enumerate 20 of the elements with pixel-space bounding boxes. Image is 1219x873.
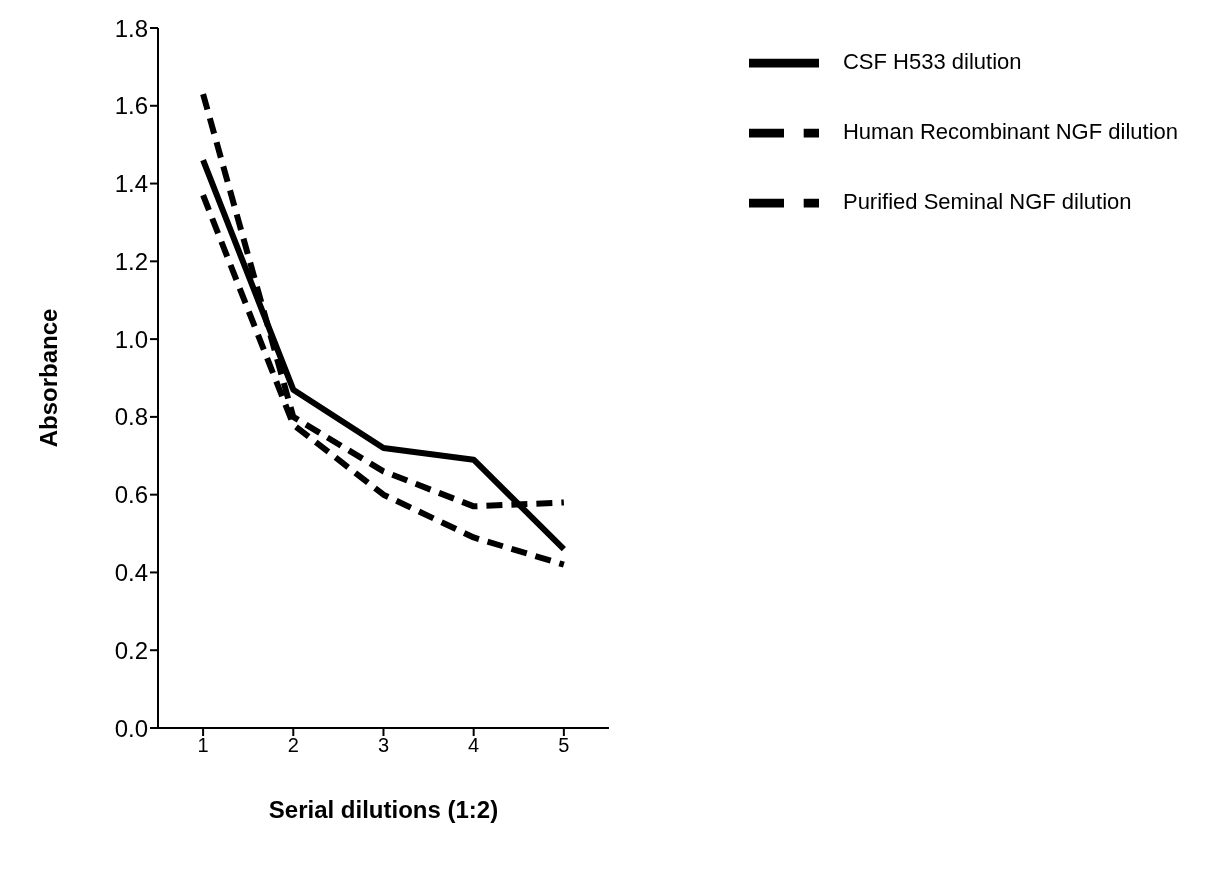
y-tick-label: 1.4 <box>114 170 148 198</box>
y-tick-label: 1.8 <box>114 14 148 42</box>
legend-label: CSF H533 dilution <box>842 48 1022 74</box>
x-tick-label: 4 <box>468 734 480 757</box>
y-tick-label: 0.0 <box>114 714 148 742</box>
y-tick-label: 1.2 <box>114 247 148 275</box>
x-tick-label: 2 <box>287 734 299 757</box>
legend-label: Purified Seminal NGF dilution <box>842 188 1132 214</box>
y-tick-label: 0.8 <box>114 403 148 431</box>
x-tick-label: 1 <box>197 734 209 757</box>
y-tick-label: 0.2 <box>114 636 148 664</box>
y-tick-label: 0.6 <box>114 481 148 509</box>
y-tick-label: 1.6 <box>114 92 148 120</box>
y-tick-label: 0.4 <box>114 558 148 586</box>
x-tick-label: 3 <box>377 734 390 757</box>
y-axis-title: Absorbance <box>34 308 62 448</box>
y-tick-label: 1.0 <box>114 325 148 353</box>
legend-label: Human Recombinant NGF dilution <box>842 118 1178 144</box>
x-axis-title: Serial dilutions (1:2) <box>268 796 499 823</box>
x-tick-label: 5 <box>558 734 570 757</box>
